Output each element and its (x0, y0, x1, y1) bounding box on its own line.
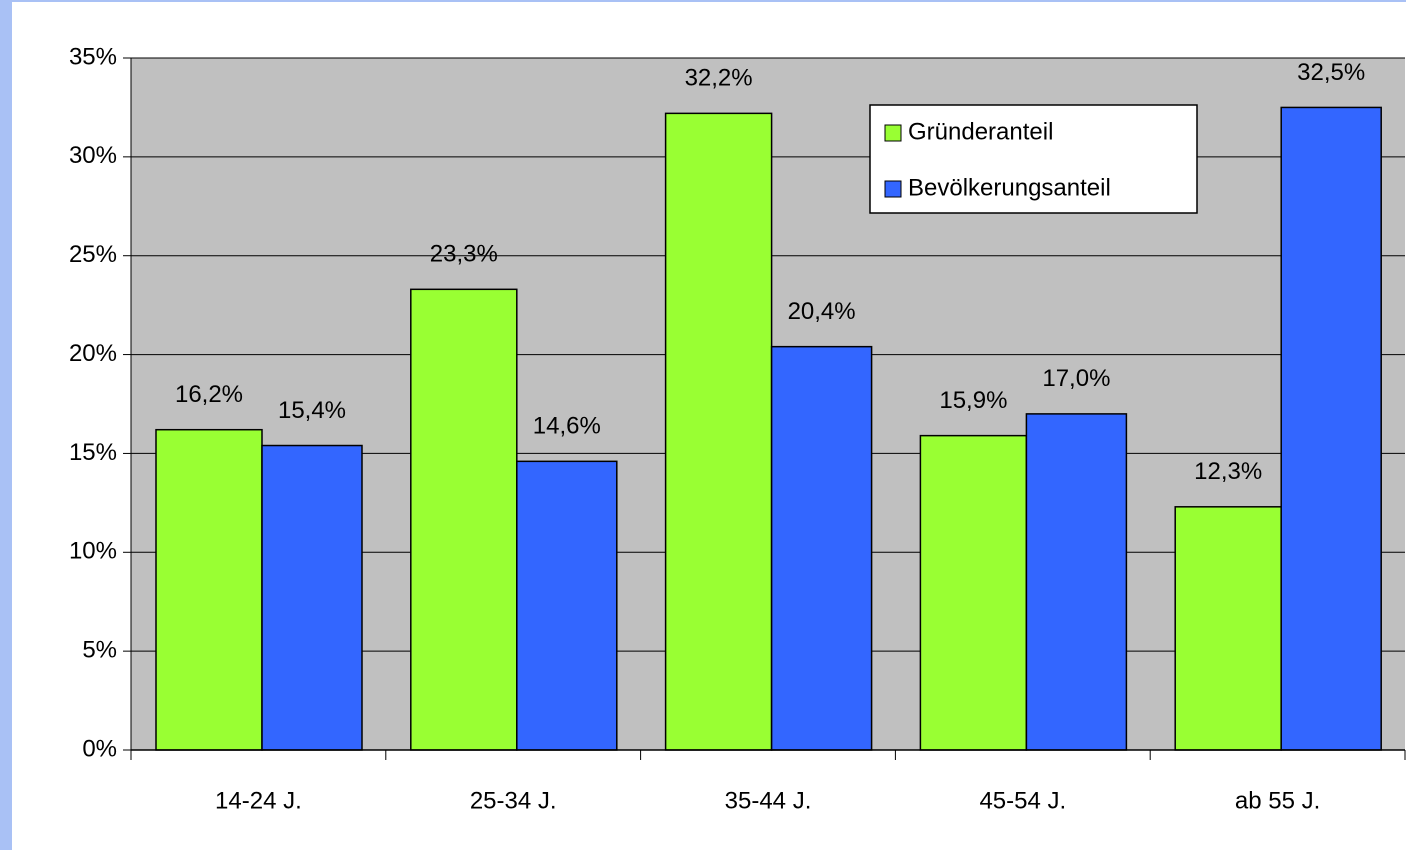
data-label: 15,9% (939, 387, 1007, 414)
data-label: 32,2% (685, 65, 753, 92)
bar (155, 428, 263, 751)
data-label: 16,2% (175, 381, 243, 408)
data-label: 15,4% (278, 397, 346, 424)
y-tick-label: 5% (82, 636, 117, 663)
bar (261, 444, 363, 751)
bar (664, 112, 773, 751)
y-tick-label: 15% (69, 439, 117, 466)
x-tick-label: 45-54 J. (979, 787, 1066, 814)
y-tick-label: 25% (69, 241, 117, 268)
bar (516, 460, 618, 751)
data-label: 14,6% (533, 413, 601, 440)
data-label: 20,4% (788, 298, 856, 325)
bar (410, 288, 518, 751)
legend-label: Bevölkerungsanteil (908, 174, 1111, 201)
legend-swatch (884, 124, 902, 142)
x-tick-label: 25-34 J. (470, 787, 557, 814)
y-tick-label: 10% (69, 538, 117, 565)
y-tick-label: 20% (69, 340, 117, 367)
data-label: 23,3% (430, 241, 498, 268)
data-label: 12,3% (1194, 458, 1262, 485)
data-label: 17,0% (1042, 365, 1110, 392)
x-tick-label: 14-24 J. (215, 787, 302, 814)
chart: 0% 5% 10% 15% 20% 25% 30% 35% 14-24 J. 16,2% 15,4%… (12, 2, 1406, 850)
bar (770, 345, 873, 751)
data-label: 32,5% (1297, 59, 1365, 86)
bar (1280, 106, 1382, 751)
y-tick-label: 35% (69, 43, 117, 70)
legend-box (869, 104, 1198, 214)
x-tick-label: 35-44 J. (725, 787, 812, 814)
x-tick-label: ab 55 J. (1235, 787, 1320, 814)
bar (1174, 506, 1282, 751)
bar (919, 434, 1028, 751)
bar (1025, 413, 1128, 751)
legend-swatch (884, 180, 902, 198)
y-tick-label: 30% (69, 142, 117, 169)
y-tick-label: 0% (82, 735, 117, 762)
legend-label: Gründeranteil (908, 118, 1053, 145)
